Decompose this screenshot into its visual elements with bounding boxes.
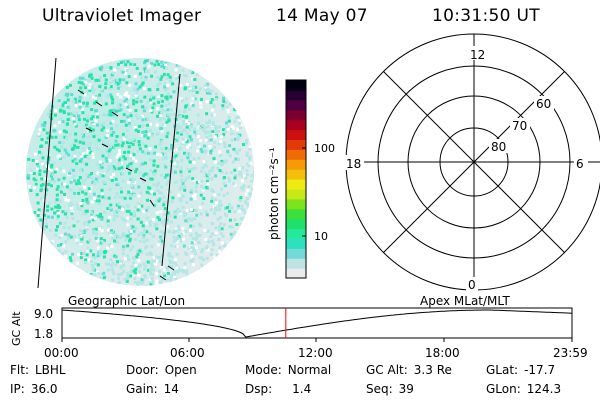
status-seq: Seq: 39 — [366, 382, 414, 396]
status-ip: IP: 36.0 — [10, 382, 58, 396]
timeline-x-tick-0: 00:00 — [44, 346, 79, 360]
status-gc-alt: GC Alt: 3.3 Re — [366, 363, 452, 377]
colorbar-tick-100: 100 — [314, 142, 335, 155]
timeline-label-geographic: Geographic Lat/Lon — [68, 294, 185, 308]
status-dsp: Dsp: 1.4 — [245, 382, 312, 396]
timeline-y-tick-max: 9.0 — [34, 307, 53, 321]
status-glon: GLon: 124.3 — [486, 382, 562, 396]
timeline-x-tick-2: 12:00 — [298, 346, 333, 360]
status-mode: Mode: Normal — [245, 363, 332, 377]
aurora-emission-pixels — [26, 59, 254, 286]
longitude-line-west — [37, 57, 57, 289]
status-door: Door: Open — [126, 363, 197, 377]
timeline-label-apex: Apex MLat/MLT — [420, 294, 510, 308]
status-gain: Gain: 14 — [126, 382, 179, 396]
mlt-label-6: 6 — [576, 157, 584, 171]
observation-date: 14 May 07 — [276, 6, 368, 26]
altitude-curve — [61, 309, 573, 338]
timeline-x-tick-4: 23:59 — [553, 346, 588, 360]
mlt-label-0: 0 — [468, 278, 476, 292]
observation-time: 10:31:50 UT — [432, 6, 540, 26]
status-glat: GLat: -17.7 — [486, 363, 556, 377]
colorbar — [286, 80, 306, 279]
mlat-label-60: 60 — [536, 97, 551, 111]
latitude-tick-marks — [77, 89, 175, 281]
mlt-label-12: 12 — [470, 48, 485, 62]
colorbar-label: photon cm⁻²s⁻¹ — [267, 147, 281, 240]
mlt-label-18: 18 — [346, 157, 361, 171]
longitude-line-east — [161, 73, 181, 267]
colorbar-tick-10: 10 — [314, 230, 328, 243]
timeline-y-axis-label: GC Alt — [10, 311, 23, 346]
timeline-y-tick-min: 1.8 — [34, 327, 53, 341]
mlat-label-70: 70 — [512, 119, 527, 133]
timeline-x-tick-1: 06:00 — [170, 346, 205, 360]
instrument-title: Ultraviolet Imager — [42, 6, 202, 26]
timeline-frame — [61, 307, 573, 339]
timeline-x-tick-3: 18:00 — [425, 346, 460, 360]
status-filter: Flt: LBHL — [10, 363, 66, 377]
mlat-label-80: 80 — [491, 140, 506, 154]
